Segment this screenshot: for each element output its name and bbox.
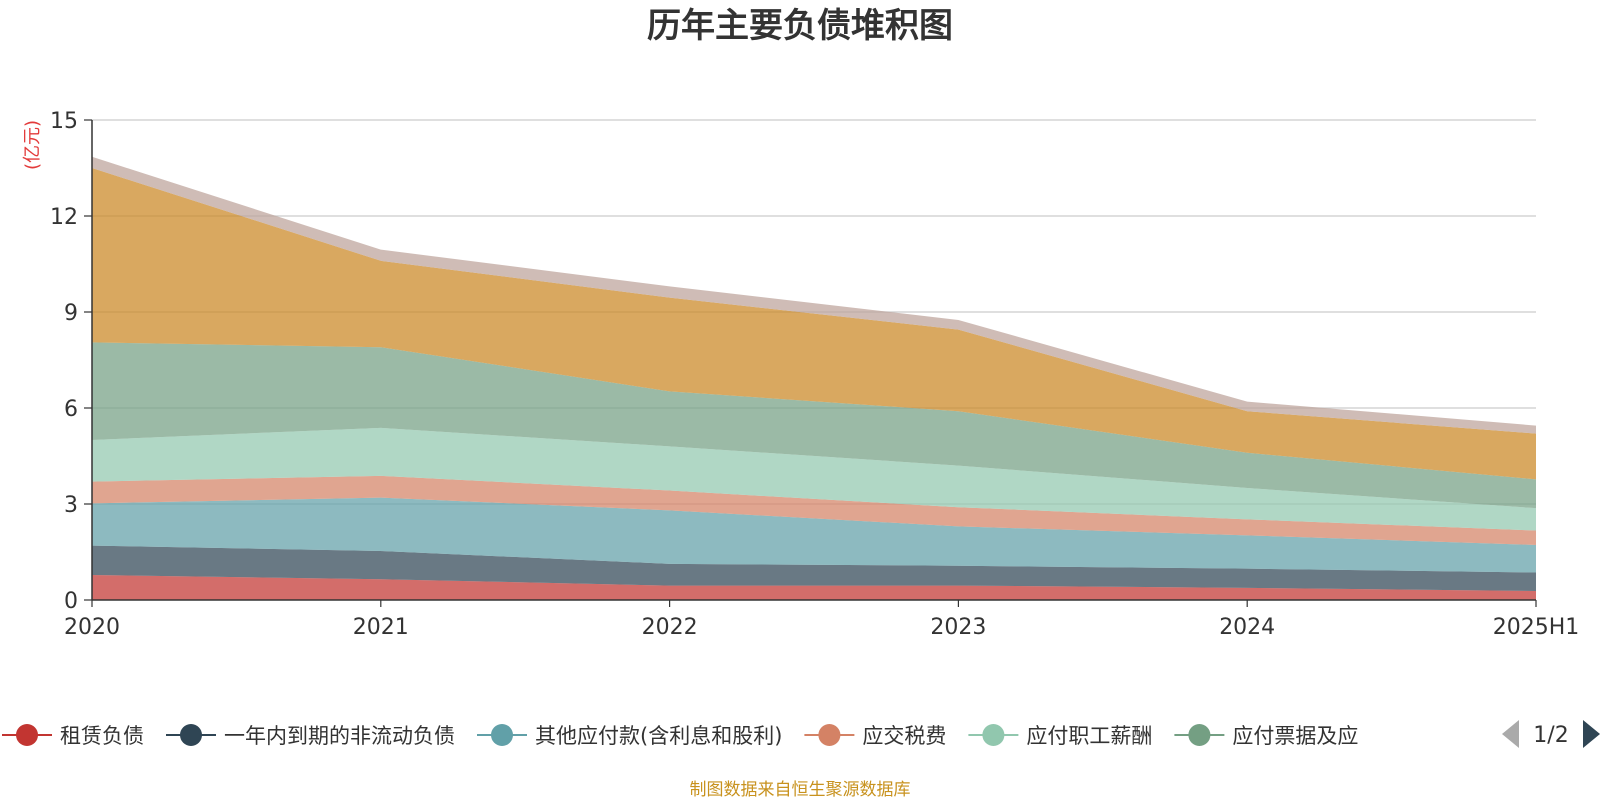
area-series-5[interactable] (92, 342, 1536, 509)
x-tick-label: 2025H1 (1493, 615, 1580, 640)
legend-marker-icon (16, 724, 38, 746)
axes (91, 120, 1536, 601)
legend-item[interactable]: 应交税费 (804, 724, 946, 748)
legend-label: 一年内到期的非流动负债 (224, 724, 455, 748)
legend-item[interactable]: 一年内到期的非流动负债 (166, 724, 455, 748)
y-tick-label: 12 (50, 205, 78, 230)
x-tick-label: 2023 (930, 615, 986, 640)
legend-marker-icon (180, 724, 202, 746)
y-tick-labels: 0 3 6 9 12 15 (50, 109, 92, 614)
legend-label: 其他应付款(含利息和股利) (535, 724, 782, 748)
legend-label: 应付职工薪酬 (1026, 724, 1152, 748)
y-tick-label: 3 (64, 493, 78, 518)
y-tick-label: 15 (50, 109, 78, 134)
legend: 租赁负债 一年内到期的非流动负债 其他应付款(含利息和股利) 应交税费 应付职工薪酬 应付… (2, 724, 1358, 748)
legend-item[interactable]: 其他应付款(含利息和股利) (477, 724, 782, 748)
y-tick-label: 9 (64, 301, 78, 326)
chart-title: 历年主要负债堆积图 (647, 6, 953, 46)
legend-items: 租赁负债 一年内到期的非流动负债 其他应付款(含利息和股利) 应交税费 应付职工薪酬 应付… (2, 724, 1358, 748)
area-series-0[interactable] (92, 575, 1536, 600)
data-source-note: 制图数据来自恒生聚源数据库 (690, 780, 911, 800)
y-tick-label: 6 (64, 397, 78, 422)
x-tick-label: 2024 (1219, 615, 1275, 640)
y-axis-unit: (亿元) (22, 120, 43, 170)
legend-item[interactable]: 应付职工薪酬 (968, 724, 1152, 748)
legend-marker-icon (982, 724, 1005, 746)
x-tick-labels: 2020 2021 2022 2023 2024 2025H1 (64, 600, 1579, 640)
legend-label: 应交税费 (862, 724, 946, 748)
legend-item[interactable]: 租赁负债 (2, 724, 144, 748)
legend-next-arrow-icon[interactable] (1583, 720, 1600, 748)
area-series-3[interactable] (92, 475, 1536, 545)
x-tick-label: 2022 (642, 615, 698, 640)
legend-pager: 1/2 (1502, 720, 1600, 748)
legend-marker-icon (491, 724, 513, 746)
legend-page-indicator: 1/2 (1533, 723, 1568, 748)
y-tick-label: 0 (64, 589, 78, 614)
area-series-1[interactable] (92, 545, 1536, 592)
area-series-4[interactable] (92, 427, 1536, 531)
legend-marker-icon (1188, 724, 1211, 746)
legend-item[interactable]: 应付票据及应 (1174, 724, 1358, 748)
area-series-2[interactable] (92, 497, 1536, 573)
legend-prev-arrow-icon[interactable] (1502, 720, 1519, 748)
x-tick-label: 2021 (353, 615, 409, 640)
legend-label: 租赁负债 (60, 724, 144, 748)
area-series-6[interactable] (92, 168, 1536, 480)
legend-marker-icon (818, 724, 841, 746)
x-tick-label: 2020 (64, 615, 120, 640)
area-series-group (92, 156, 1536, 600)
legend-label: 应付票据及应 (1232, 724, 1358, 748)
